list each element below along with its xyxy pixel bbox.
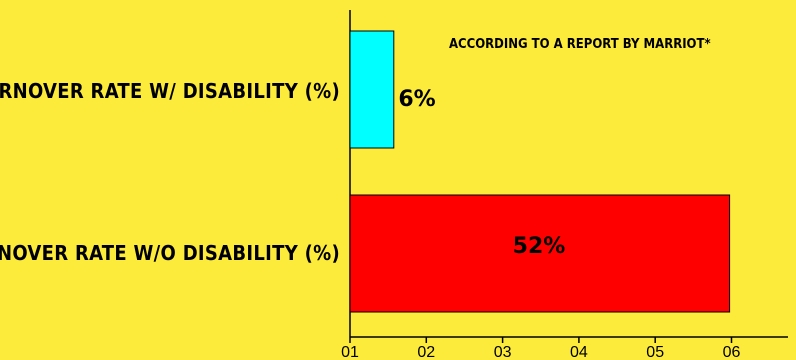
data-label-with-disability: 6%	[398, 87, 435, 112]
x-tick-label: 02	[417, 344, 435, 360]
x-tick-label: 01	[341, 344, 359, 360]
x-axis-ticks: 01020304050607	[341, 337, 741, 360]
category-label-with-disability: TURNOVER RATE W/ DISABILITY (%)	[0, 79, 340, 103]
source-annotation: ACCORDING TO A REPORT BY MARRIOT*	[449, 37, 711, 52]
x-tick-label: 06	[723, 344, 741, 360]
bar-turnover-with-disability	[349, 30, 395, 149]
data-label-without-disability: 52%	[513, 234, 566, 259]
x-tick-label: 05	[646, 344, 664, 360]
category-label-without-disability: TURNOVER RATE W/O DISABILITY (%)	[0, 241, 340, 265]
x-tick-label: 03	[494, 344, 512, 360]
bar-turnover-without-disability	[349, 194, 731, 313]
x-tick-label: 04	[570, 344, 588, 360]
